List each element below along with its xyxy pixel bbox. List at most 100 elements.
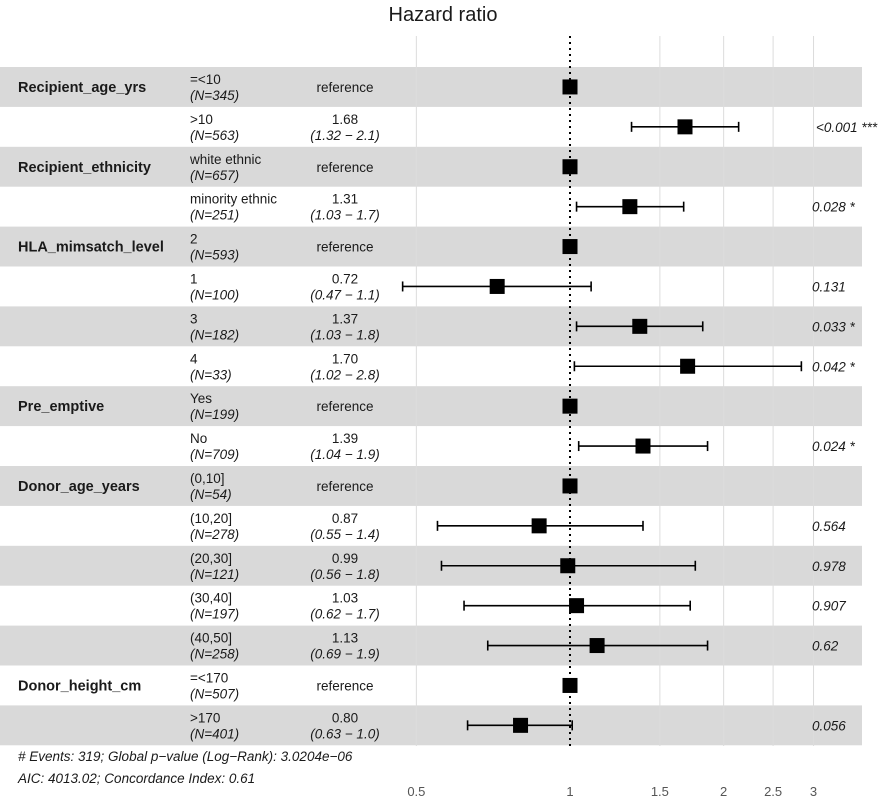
n-label: (N=563) [190, 128, 239, 143]
hr-label: reference [316, 399, 373, 414]
n-label: (N=251) [190, 208, 239, 223]
ci-label: (0.56 − 1.8) [310, 567, 379, 582]
hr-label: reference [316, 479, 373, 494]
hr-point [589, 638, 605, 654]
level-label: 4 [190, 351, 198, 366]
ci-label: (1.02 − 2.8) [310, 367, 379, 382]
variable-label: Donor_height_cm [18, 678, 141, 694]
ci-label: (0.69 − 1.9) [310, 647, 379, 662]
hr-label: 1.37 [332, 311, 358, 326]
row-band [0, 466, 862, 506]
hr-point [622, 199, 638, 215]
ci-label: (1.03 − 1.7) [310, 208, 379, 223]
p-value-label: 0.131 [812, 279, 846, 294]
n-label: (N=100) [190, 288, 239, 303]
ci-label: (1.32 − 2.1) [310, 128, 379, 143]
x-tick-label: 1 [566, 784, 573, 799]
hr-point [562, 79, 578, 95]
n-label: (N=258) [190, 647, 239, 662]
n-label: (N=182) [190, 327, 239, 342]
hr-label: 0.87 [332, 511, 358, 526]
n-label: (N=121) [190, 567, 239, 582]
hr-label: 1.03 [332, 591, 358, 606]
p-value-label: 0.978 [812, 559, 846, 574]
hr-point [632, 318, 648, 334]
level-label: 3 [190, 311, 198, 326]
hr-point [562, 398, 578, 414]
hr-label: 0.99 [332, 551, 358, 566]
ci-label: (0.63 − 1.0) [310, 726, 379, 741]
n-label: (N=345) [190, 88, 239, 103]
hr-label: 1.31 [332, 192, 358, 207]
x-tick-label: 2 [720, 784, 727, 799]
x-tick-label: 3 [810, 784, 817, 799]
level-label: minority ethnic [190, 192, 277, 207]
hr-label: reference [316, 240, 373, 255]
hr-point [562, 677, 578, 693]
hr-point [677, 119, 693, 135]
level-label: =<170 [190, 671, 228, 686]
row-band [0, 625, 862, 666]
p-value-label: 0.028 * [812, 200, 856, 215]
hr-label: 0.72 [332, 272, 358, 287]
p-value-label: 0.62 [812, 639, 839, 654]
row-band [0, 545, 862, 586]
level-label: (0,10] [190, 471, 225, 486]
grid-lines [415, 36, 815, 746]
n-label: (N=199) [190, 407, 239, 422]
hr-point [560, 558, 576, 574]
x-tick-label: 1.5 [651, 784, 669, 799]
row-band [0, 67, 862, 107]
footnote-events: # Events: 319; Global p−value (Log−Rank)… [18, 749, 353, 764]
n-label: (N=197) [190, 607, 239, 622]
variable-label: Pre_emptive [18, 399, 104, 415]
variable-label: Donor_age_years [18, 479, 140, 495]
n-label: (N=33) [190, 367, 232, 382]
level-label: (20,30] [190, 551, 232, 566]
estimate-marks [401, 79, 803, 733]
x-tick-label: 2.5 [764, 784, 782, 799]
p-value-label: 0.024 * [812, 439, 856, 454]
row-band [0, 146, 862, 187]
n-label: (N=657) [190, 168, 239, 183]
level-label: 1 [190, 272, 198, 287]
n-label: (N=54) [190, 487, 232, 502]
variable-label: Recipient_age_yrs [18, 80, 146, 96]
hr-label: reference [316, 160, 373, 175]
level-label: >10 [190, 112, 213, 127]
level-label: (10,20] [190, 511, 232, 526]
hr-point [531, 518, 547, 534]
level-label: 2 [190, 232, 198, 247]
footnote-aic: AIC: 4013.02; Concordance Index: 0.61 [17, 771, 255, 786]
ci-label: (1.03 − 1.8) [310, 327, 379, 342]
p-value-label: 0.033 * [812, 319, 856, 334]
hr-point [562, 239, 578, 255]
level-label: Yes [190, 391, 212, 406]
hr-point [635, 438, 651, 454]
p-value-label: 0.907 [812, 599, 846, 614]
row-band [0, 386, 862, 427]
n-label: (N=709) [190, 447, 239, 462]
variable-label: HLA_mimsatch_level [18, 240, 164, 256]
hr-label: reference [316, 80, 373, 95]
level-label: >170 [190, 710, 220, 725]
hr-label: 1.39 [332, 431, 358, 446]
p-value-label: 0.564 [812, 519, 846, 534]
hr-point [569, 598, 585, 614]
hr-label: 1.70 [332, 351, 358, 366]
row-band [0, 306, 862, 347]
hr-point [513, 717, 529, 733]
p-value-label: 0.056 [812, 718, 846, 733]
hr-label: reference [316, 678, 373, 693]
hr-point [562, 478, 578, 494]
hr-label: 1.13 [332, 631, 358, 646]
row-band [0, 705, 862, 746]
ci-label: (0.55 − 1.4) [310, 527, 379, 542]
n-label: (N=507) [190, 687, 239, 702]
p-value-label: 0.042 * [812, 359, 856, 374]
n-label: (N=278) [190, 527, 239, 542]
hr-point [489, 278, 505, 294]
level-label: (40,50] [190, 631, 232, 646]
x-axis-ticks: 0.5 1 1.5 2 2.5 3 [407, 784, 817, 799]
x-tick-label: 0.5 [407, 784, 425, 799]
